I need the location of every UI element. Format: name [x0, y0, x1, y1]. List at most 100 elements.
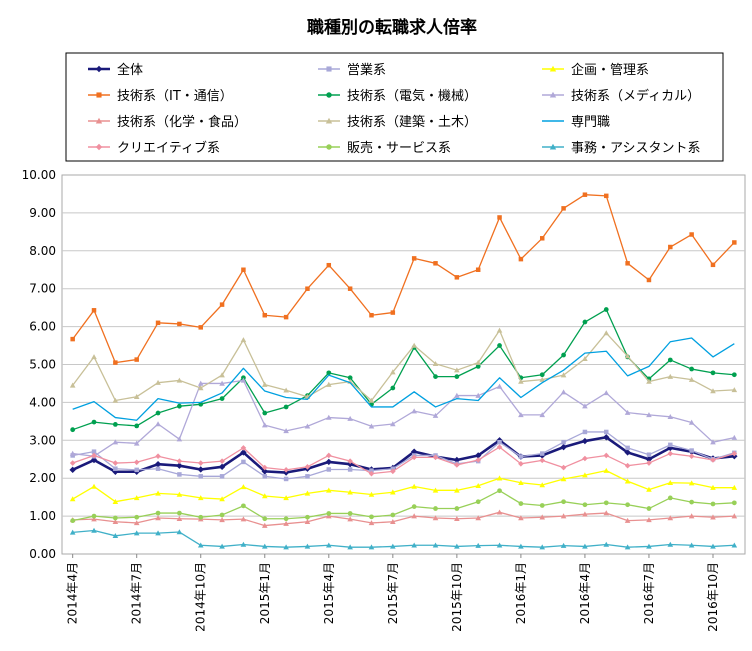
data-point — [624, 409, 631, 415]
data-point — [411, 454, 417, 461]
data-point — [561, 206, 566, 211]
data-point — [688, 453, 695, 460]
data-point — [176, 515, 183, 521]
series-8 — [72, 337, 735, 421]
data-point — [582, 472, 588, 478]
legend-swatch-marker — [326, 144, 332, 150]
legend-swatch-marker — [549, 91, 557, 98]
data-point — [560, 542, 567, 548]
data-point — [91, 513, 97, 519]
data-point — [624, 478, 631, 484]
data-point — [91, 449, 97, 454]
y-tick-label: 10.00 — [22, 168, 56, 182]
data-point — [624, 462, 631, 469]
data-point — [603, 467, 610, 473]
data-point — [347, 489, 353, 495]
data-point — [113, 466, 118, 471]
data-point — [155, 421, 161, 427]
data-point — [731, 513, 738, 519]
series-line — [72, 329, 735, 402]
data-point — [304, 518, 311, 525]
data-point — [667, 541, 674, 547]
data-point — [433, 374, 438, 380]
data-point — [710, 262, 716, 268]
data-point — [219, 517, 225, 523]
data-point — [326, 467, 332, 472]
x-tick-label: 2016年1月 — [514, 562, 528, 624]
data-point — [390, 489, 396, 495]
legend-label: 全体 — [117, 62, 143, 78]
data-point — [91, 483, 97, 489]
data-point — [433, 506, 438, 511]
data-point — [112, 460, 119, 466]
data-point — [582, 429, 588, 435]
data-point — [539, 482, 546, 488]
series-line — [72, 337, 735, 421]
series-11 — [69, 527, 738, 550]
data-point — [347, 467, 353, 472]
data-point — [347, 544, 353, 550]
legend-label: 企画・管理系 — [571, 62, 649, 78]
data-point — [560, 513, 567, 519]
data-point — [688, 480, 695, 486]
data-point — [539, 412, 546, 418]
data-point — [624, 544, 631, 550]
y-tick-label: 5.00 — [29, 358, 56, 372]
data-point — [134, 467, 139, 473]
data-point — [624, 449, 631, 456]
data-point — [432, 360, 439, 366]
data-point — [710, 457, 716, 463]
data-point — [560, 372, 567, 378]
data-point — [91, 308, 97, 313]
data-point — [240, 541, 247, 547]
data-point — [154, 460, 162, 468]
legend-label: 技術系（IT・通信） — [117, 89, 233, 104]
data-point — [241, 459, 246, 465]
data-point — [261, 422, 268, 428]
data-point — [368, 397, 375, 403]
data-point — [518, 515, 524, 521]
data-point — [411, 513, 417, 519]
data-point — [604, 193, 609, 199]
legend-entry: 技術系（メディカル） — [542, 88, 700, 104]
data-point — [646, 543, 652, 549]
data-point — [390, 369, 396, 375]
data-point — [475, 515, 482, 521]
data-point — [603, 307, 609, 312]
data-point — [731, 372, 737, 378]
data-point — [390, 512, 396, 518]
data-point — [197, 466, 204, 473]
series-10 — [70, 488, 737, 524]
data-point — [710, 543, 716, 549]
data-point — [198, 401, 204, 407]
data-point — [283, 516, 289, 522]
data-point — [112, 533, 119, 539]
data-point — [710, 484, 716, 490]
data-point — [390, 310, 396, 315]
data-point — [368, 470, 375, 477]
data-point — [112, 498, 119, 504]
series-line — [72, 379, 735, 457]
data-point — [112, 397, 119, 403]
data-point — [390, 468, 396, 475]
x-tick-label: 2014年7月 — [130, 562, 144, 624]
data-point — [582, 455, 588, 462]
data-point — [688, 542, 695, 548]
data-point — [326, 262, 332, 268]
series-line — [72, 435, 735, 474]
data-point — [133, 495, 140, 501]
y-tick-label: 9.00 — [29, 206, 56, 220]
data-point — [347, 516, 353, 522]
data-point — [667, 414, 674, 420]
data-point — [155, 515, 161, 521]
data-point — [582, 192, 588, 197]
data-point — [262, 410, 268, 416]
legend-swatch-marker — [95, 65, 103, 73]
data-point — [91, 527, 97, 533]
legend-label: クリエイティブ系 — [117, 140, 220, 156]
data-point — [496, 475, 503, 481]
data-point — [219, 396, 225, 401]
data-point — [304, 464, 311, 470]
data-point — [70, 518, 76, 524]
data-point — [155, 453, 161, 460]
